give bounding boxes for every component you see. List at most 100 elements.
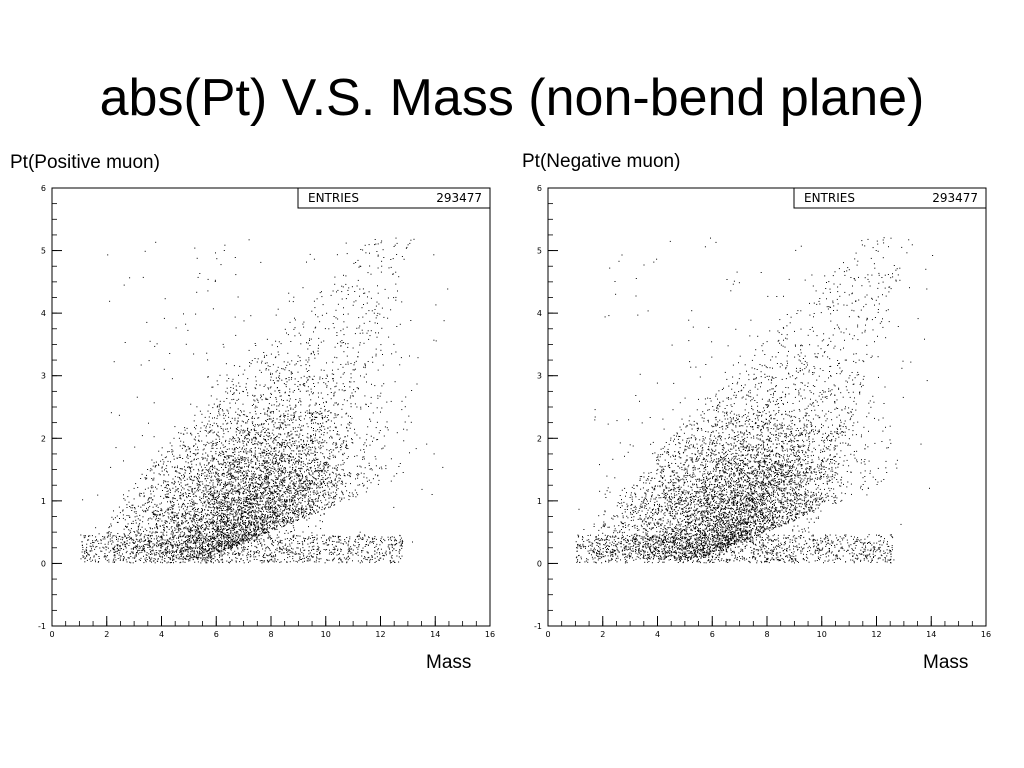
data-point — [175, 532, 177, 533]
data-point — [180, 551, 182, 553]
data-point — [233, 498, 235, 500]
data-point — [299, 480, 301, 482]
data-point — [323, 490, 325, 491]
data-point — [181, 516, 183, 518]
data-point — [207, 477, 209, 479]
data-point — [143, 511, 145, 513]
data-point — [255, 530, 257, 532]
data-point — [259, 477, 261, 478]
data-point — [211, 458, 213, 460]
data-point — [280, 343, 282, 345]
data-point — [172, 512, 174, 514]
data-point — [195, 436, 196, 438]
data-point — [213, 457, 215, 459]
data-point — [245, 505, 247, 507]
data-point — [266, 472, 268, 474]
data-point — [141, 435, 143, 437]
data-point — [375, 465, 377, 467]
data-point — [269, 495, 271, 496]
data-point — [193, 540, 195, 542]
data-point — [252, 498, 254, 500]
data-point — [265, 528, 267, 530]
data-point — [314, 478, 316, 480]
data-point — [248, 521, 250, 523]
data-point — [312, 441, 313, 443]
data-point — [337, 488, 339, 490]
data-point — [277, 366, 279, 368]
data-point — [288, 484, 290, 486]
data-point — [264, 446, 266, 448]
data-point — [254, 535, 256, 537]
data-point — [311, 412, 313, 414]
data-point — [271, 507, 273, 509]
data-point — [343, 452, 345, 454]
data-point — [235, 542, 237, 544]
data-point — [301, 489, 303, 491]
data-point — [190, 470, 191, 472]
data-point — [292, 522, 294, 524]
data-point — [127, 523, 129, 525]
data-point — [159, 503, 161, 505]
data-point — [169, 353, 171, 354]
data-point — [298, 459, 300, 461]
data-point — [226, 484, 228, 485]
data-point — [329, 453, 331, 455]
data-point — [295, 462, 297, 464]
data-point — [318, 344, 319, 346]
data-point — [312, 473, 314, 475]
data-point — [284, 391, 286, 393]
data-point — [226, 541, 228, 543]
data-point — [140, 533, 142, 535]
data-point — [219, 545, 221, 547]
data-point — [196, 532, 198, 534]
data-point — [251, 538, 253, 540]
data-point — [317, 458, 319, 460]
data-point — [250, 534, 252, 536]
data-point — [258, 507, 260, 509]
data-point — [300, 404, 302, 406]
data-point — [210, 543, 212, 545]
data-point — [237, 489, 239, 491]
data-point — [205, 518, 207, 520]
data-point — [254, 534, 256, 535]
data-point — [236, 422, 238, 424]
data-point — [254, 510, 256, 512]
data-point — [217, 549, 219, 551]
data-point — [218, 496, 220, 498]
data-point — [144, 550, 146, 552]
data-point — [327, 457, 329, 459]
data-point — [275, 459, 277, 461]
data-point — [312, 441, 314, 442]
data-point — [324, 507, 326, 509]
data-point — [261, 532, 263, 534]
data-point — [258, 526, 260, 528]
data-point — [255, 537, 257, 539]
data-point — [311, 480, 313, 482]
data-point — [189, 531, 190, 533]
data-point — [303, 418, 305, 420]
data-point — [243, 507, 245, 508]
data-point — [201, 511, 203, 513]
data-point — [202, 449, 204, 451]
data-point — [258, 526, 259, 528]
data-point — [231, 497, 233, 499]
data-point — [201, 519, 203, 521]
data-point — [235, 510, 237, 512]
data-point — [142, 504, 144, 506]
data-point — [205, 452, 207, 454]
data-point — [363, 484, 365, 486]
data-point — [177, 531, 179, 533]
data-point — [174, 512, 176, 514]
data-point — [230, 492, 232, 494]
data-point — [196, 526, 198, 528]
data-point — [266, 413, 268, 415]
data-point — [223, 461, 225, 463]
data-point — [290, 472, 292, 474]
data-point — [259, 479, 261, 481]
data-point — [370, 468, 372, 470]
data-point — [223, 526, 225, 528]
data-point — [329, 426, 331, 428]
data-point — [180, 553, 182, 555]
data-point — [206, 441, 208, 443]
data-point — [205, 478, 207, 480]
